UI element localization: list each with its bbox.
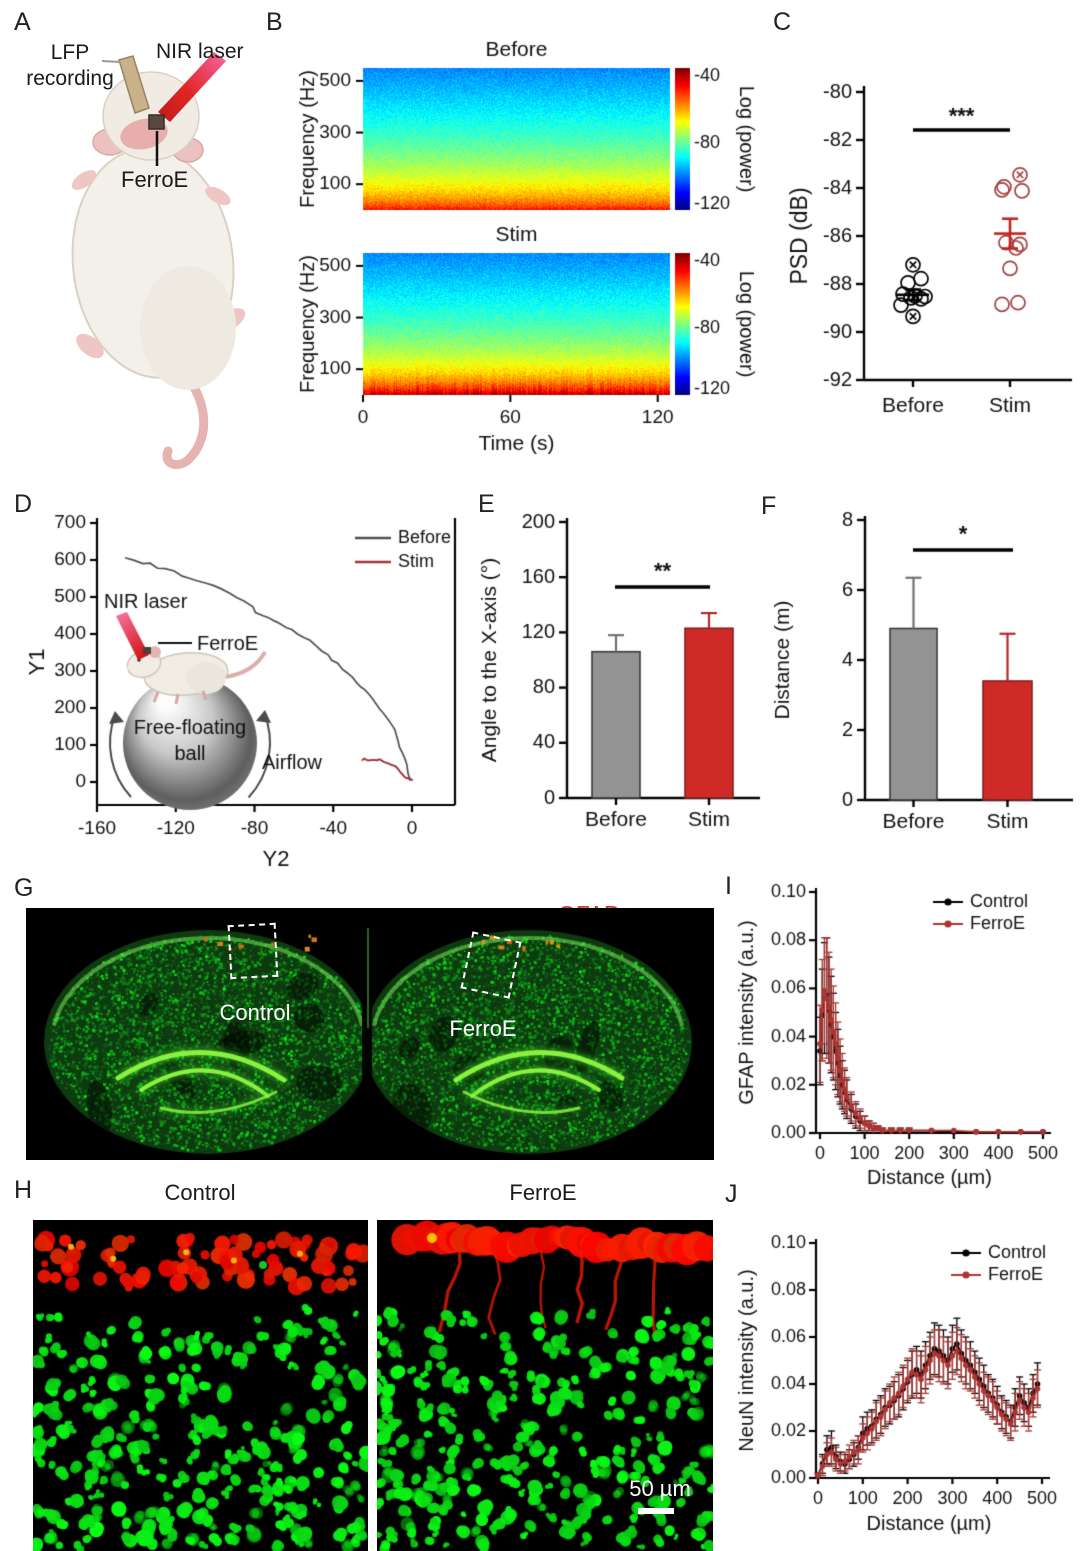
ferroe-micrograph-title: FerroE (509, 1180, 577, 1205)
trajectory-plot-canvas (8, 488, 480, 888)
lfp-recording-label: LFP recording (26, 41, 114, 90)
ferroe-micrograph-canvas (377, 1220, 713, 1551)
control-region-label: Control (219, 1000, 291, 1025)
neun-intensity-plot-canvas (723, 1183, 1080, 1551)
scalebar-label: 50 µm (629, 1476, 691, 1501)
mouse-front-paw-right (205, 186, 231, 206)
scalebar (638, 1508, 674, 1514)
mouse-illustration (71, 52, 246, 470)
ferroe-implant (148, 114, 165, 130)
distance-bar-chart-canvas (753, 483, 1080, 843)
panel-label-h: H (14, 1176, 33, 1204)
lfp-leader-line (101, 60, 121, 63)
laser-beam (158, 52, 226, 122)
control-micrograph-canvas (33, 1220, 368, 1551)
mouse-hind-foot-left (76, 333, 104, 359)
nir-laser-label: NIR laser (156, 40, 244, 63)
psd-scatter-canvas (775, 45, 1080, 440)
panel-label-b: B (266, 8, 283, 36)
spectrogram-panel-canvas (280, 25, 780, 465)
mouse-haunch (140, 266, 236, 390)
gfap-intensity-plot-canvas (723, 872, 1080, 1192)
ferroe-label: FerroE (121, 167, 189, 192)
panel-label-a: A (14, 8, 31, 36)
control-micrograph-title: Control (164, 1180, 236, 1205)
angle-bar-chart-canvas (468, 483, 770, 843)
control-roi-box (227, 922, 279, 980)
ferroe-region-label: FerroE (449, 1016, 517, 1041)
lfp-electrode (118, 55, 150, 114)
brain-section-canvas (26, 908, 714, 1160)
mouse-front-paw-left (71, 170, 97, 190)
